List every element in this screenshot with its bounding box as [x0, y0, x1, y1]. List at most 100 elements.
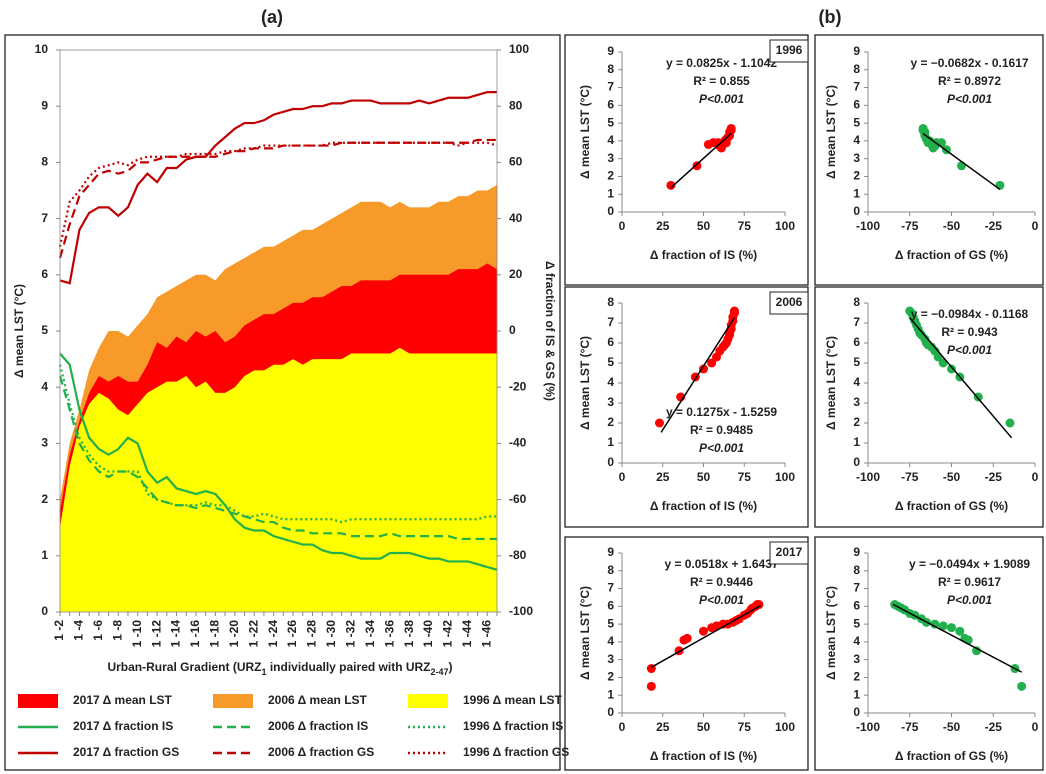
y2-tick-label: 0: [509, 323, 516, 337]
x-tick-label: 75: [738, 720, 752, 734]
y2-tick-label: 60: [509, 155, 523, 169]
y-tick-label: 5: [853, 115, 860, 129]
x-tick-label: -75: [901, 219, 919, 233]
x-axis-title: Δ fraction of GS (%): [895, 499, 1008, 513]
y-tick-label: 8: [607, 563, 614, 577]
line: [58, 141, 498, 247]
point: [726, 123, 736, 133]
y-tick-label: 5: [853, 616, 860, 630]
x-tick-label: -50: [943, 470, 961, 484]
point: [995, 180, 1005, 190]
y-tick-label: 8: [853, 62, 860, 76]
line: [59, 352, 498, 571]
point: [930, 619, 940, 629]
y2-tick-label: -100: [509, 604, 533, 618]
legend-label: 2006 Δ fraction GS: [268, 745, 374, 759]
x-tick-label: -25: [985, 219, 1003, 233]
year-box: [769, 541, 809, 565]
x-tick-label: 25: [656, 470, 670, 484]
x-tick-label: 1 -40: [421, 620, 435, 648]
x-tick-label: -25: [985, 720, 1003, 734]
x-tick-label: 1 -34: [363, 620, 377, 648]
x-title-sub: 2-47: [431, 667, 449, 677]
y-axis-title: Δ mean LST (°C): [578, 85, 592, 179]
y-tick-label: 4: [607, 634, 614, 648]
x-tick-label: 1 -14: [169, 620, 183, 648]
y-tick-label: 7: [853, 80, 860, 94]
y-tick-label: 8: [607, 62, 614, 76]
y-tick-label: 0: [853, 455, 860, 469]
x-axis-title: Δ fraction of IS (%): [650, 248, 757, 262]
point: [938, 621, 948, 631]
y-tick-label: 7: [607, 80, 614, 94]
legend-label: 2017 Δ fraction IS: [73, 719, 173, 733]
y-tick-label: 1: [607, 435, 614, 449]
x-tick-label: 1 -42: [441, 620, 455, 648]
y-tick-label: 1: [853, 186, 860, 200]
panel-label: (b): [819, 7, 842, 27]
panel-frame: [814, 34, 1044, 286]
year-box: [769, 39, 809, 63]
x-tick-label: 25: [656, 219, 670, 233]
y-tick-label: 8: [853, 295, 860, 309]
x-tick-label: 1 -28: [305, 620, 319, 648]
x-axis-title: Δ fraction of IS (%): [650, 499, 757, 513]
y-tick-label: 0: [607, 705, 614, 719]
y-tick-label: 3: [607, 395, 614, 409]
x-tick-label: 1 -10: [130, 620, 144, 648]
panel-frame: [814, 536, 1044, 771]
annotation: R² = 0.9617: [938, 575, 1001, 589]
annotation: y = 0.1275x - 1.5259: [666, 405, 777, 419]
point: [905, 306, 915, 316]
y-tick-label: 7: [41, 211, 48, 225]
x-tick-label: 75: [738, 470, 752, 484]
panel-frame: [814, 286, 1044, 528]
panel-frame: [564, 286, 809, 528]
x-axis-title: Δ fraction of GS (%): [895, 749, 1008, 763]
x-tick-label: 1 -30: [324, 620, 338, 648]
y-tick-label: 6: [853, 599, 860, 613]
x-tick-label: 1 -16: [188, 620, 202, 648]
panel-frame: [564, 34, 809, 286]
y-tick-label: 1: [41, 548, 48, 562]
year-label: 2006: [776, 295, 803, 309]
x-tick-label: -50: [943, 720, 961, 734]
x-tick-label: 1 -8: [110, 620, 124, 641]
y-tick-label: 7: [607, 581, 614, 595]
legend-label: 2017 Δ mean LST: [73, 693, 173, 707]
x-tick-label: 1 -32: [344, 620, 358, 648]
year-box: [769, 291, 809, 315]
y2-tick-label: 40: [509, 211, 523, 225]
y-axis-title: Δ mean LST (°C): [578, 586, 592, 680]
x-tick-label: 0: [619, 219, 626, 233]
y-tick-label: 2: [607, 169, 614, 183]
y-tick-label: 5: [853, 355, 860, 369]
y-tick-label: 0: [607, 455, 614, 469]
annotation: R² = 0.8972: [938, 74, 1001, 88]
y-tick-label: 3: [853, 652, 860, 666]
y2-tick-label: 80: [509, 98, 523, 112]
y-tick-label: 7: [853, 581, 860, 595]
y-tick-label: 3: [607, 652, 614, 666]
point: [1017, 681, 1027, 691]
y-tick-label: 2: [853, 169, 860, 183]
panel-label: (a): [261, 7, 283, 27]
annotation: P<0.001: [947, 92, 992, 106]
y-tick-label: 9: [853, 545, 860, 559]
point: [692, 161, 702, 171]
x-axis-title: Δ fraction of IS (%): [650, 749, 757, 763]
y-tick-label: 4: [41, 379, 48, 393]
panel-a-frame: [4, 34, 561, 771]
x-tick-label: 50: [697, 470, 711, 484]
y-tick-label: 3: [853, 395, 860, 409]
legend-label: 2006 Δ fraction IS: [268, 719, 368, 733]
x-tick-label: 1 -24: [266, 620, 280, 648]
point: [729, 306, 739, 316]
y-tick-label: 5: [41, 323, 48, 337]
annotation: y = −0.0984x - 0.1168: [911, 307, 1029, 321]
annotation: R² = 0.855: [693, 74, 750, 88]
y-tick-label: 9: [607, 44, 614, 58]
y-axis-title: Δ mean LST (°C): [824, 586, 838, 680]
x-tick-label: 1 -12: [149, 620, 163, 648]
y-tick-label: 9: [41, 98, 48, 112]
